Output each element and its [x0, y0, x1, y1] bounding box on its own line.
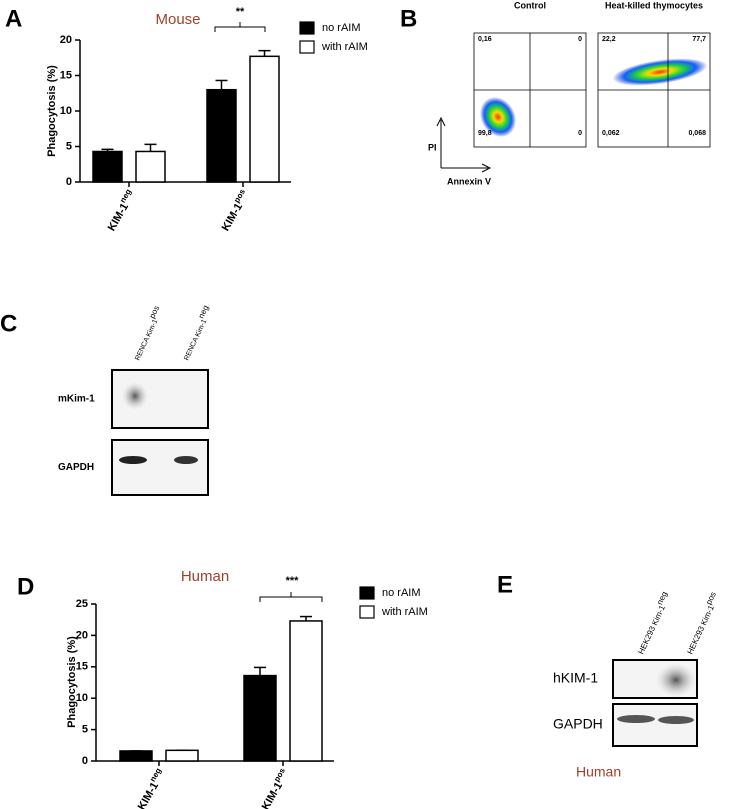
- y-tick-label: 25: [76, 598, 88, 610]
- flow-title: Control: [514, 0, 546, 10]
- x-tick-label: KIM-1neg: [133, 766, 168, 809]
- bar: [119, 750, 153, 762]
- row-label: mKim-1: [58, 394, 95, 405]
- density-cloud: [479, 96, 517, 138]
- y-axis-label: Phagocytosis (%): [66, 636, 78, 728]
- panel-letter: B: [400, 5, 417, 32]
- bar: [289, 620, 323, 762]
- x-tick-label: KIM-1pos: [257, 766, 292, 809]
- legend-swatch: [359, 586, 375, 600]
- bar: [135, 150, 166, 183]
- quadrant-value: 0: [578, 36, 582, 43]
- y-tick-label: 5: [82, 724, 88, 736]
- y-tick-label: 20: [60, 34, 72, 46]
- flow-x-label: Annexin V: [447, 176, 491, 186]
- blot-caption: Human: [576, 764, 621, 780]
- quadrant-value: 0,16: [478, 36, 492, 43]
- legend-swatch: [359, 605, 375, 619]
- row-label: GAPDH: [58, 462, 94, 473]
- lane-label: HEK293 Kim-1pos: [682, 591, 722, 656]
- bar: [243, 674, 277, 762]
- bar: [206, 88, 237, 183]
- panel-letter: D: [17, 573, 34, 600]
- legend-swatch: [299, 21, 315, 35]
- band: [617, 715, 655, 723]
- y-tick-label: 15: [60, 69, 72, 81]
- y-tick-label: 10: [60, 105, 72, 117]
- quadrant-value: 99,8: [478, 130, 492, 137]
- legend-label: no rAIM: [382, 587, 421, 599]
- y-tick-label: 0: [66, 176, 72, 188]
- y-tick-label: 20: [76, 629, 88, 641]
- significance-label: ***: [286, 575, 300, 587]
- band: [656, 663, 696, 697]
- x-tick-label: KIM-1pos: [217, 187, 252, 233]
- blot-frame: [612, 703, 698, 747]
- legend-swatch: [299, 40, 315, 54]
- y-axis-label: Phagocytosis (%): [46, 65, 58, 157]
- quadrant-value: 22,2: [602, 36, 616, 43]
- y-tick-label: 15: [76, 661, 88, 673]
- chart-title: Human: [181, 568, 229, 585]
- y-tick-label: 0: [82, 755, 88, 767]
- bar: [165, 749, 199, 762]
- panel-letter: E: [497, 571, 513, 598]
- panel-letter: C: [0, 310, 17, 337]
- blot-frame: [111, 439, 209, 496]
- band: [122, 382, 148, 410]
- row-label: GAPDH: [553, 716, 603, 732]
- significance-bracket: [259, 592, 323, 602]
- lane-label: HEK293 Kim-1neg: [633, 590, 673, 656]
- significance-label: **: [236, 6, 245, 18]
- legend-label: with rAIM: [321, 41, 368, 53]
- y-tick-label: 5: [66, 140, 72, 152]
- legend-label: with rAIM: [381, 606, 428, 618]
- bar: [249, 55, 280, 183]
- band: [174, 456, 198, 464]
- bar: [92, 150, 123, 183]
- significance-bracket: [214, 22, 266, 32]
- density-cloud: [612, 58, 708, 86]
- flow-y-label: PI: [428, 142, 437, 152]
- legend-label: no rAIM: [322, 22, 361, 34]
- row-label: hKIM-1: [553, 670, 598, 686]
- lane-label: RENCA Kim-1pos: [129, 304, 165, 361]
- quadrant-value: 77,7: [692, 36, 706, 43]
- axis-arrows: [436, 116, 492, 173]
- chart-title: Mouse: [155, 11, 200, 28]
- quadrant-value: 0,068: [688, 130, 706, 137]
- x-tick-label: KIM-1neg: [103, 187, 138, 233]
- quadrant-value: 0,062: [602, 130, 620, 137]
- flow-title: Heat-killed thymocytes: [605, 0, 703, 10]
- panel-letter: A: [5, 5, 22, 32]
- band: [658, 716, 694, 724]
- lane-label: RENCA Kim-1neg: [178, 304, 214, 362]
- y-tick-label: 10: [76, 692, 88, 704]
- band: [119, 456, 147, 464]
- quadrant-value: 0: [578, 130, 582, 137]
